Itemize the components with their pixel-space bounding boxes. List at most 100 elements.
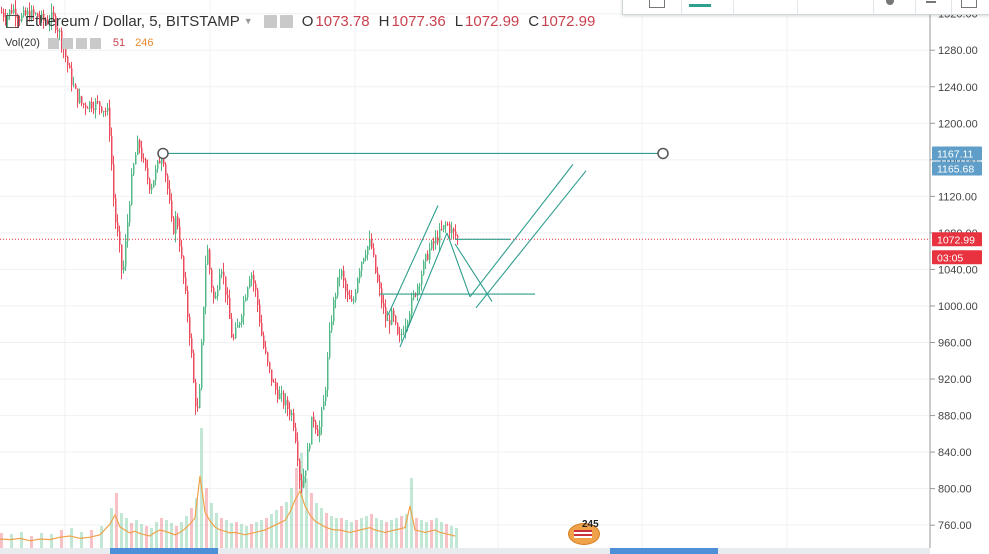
candle-body <box>141 147 143 159</box>
volume-bar <box>380 520 383 548</box>
candle-body <box>239 322 241 325</box>
symbol-legend[interactable]: Ethereum / Dollar, 5, BITSTAMP ▼ O 1073.… <box>6 10 595 32</box>
drawing-toolbar[interactable] <box>622 0 989 15</box>
candle-body <box>33 9 35 14</box>
close-icon[interactable] <box>89 37 101 49</box>
price-tick-label: 960.00 <box>938 338 972 350</box>
candle-body <box>183 256 185 278</box>
eye-icon[interactable] <box>47 37 59 49</box>
drawing-tools-icon[interactable] <box>649 0 665 8</box>
settings-icon[interactable] <box>61 37 73 49</box>
candle-body <box>61 30 63 48</box>
price-tick-label: 1120.00 <box>938 191 977 203</box>
volume-bar <box>390 520 393 548</box>
volume-value: 51 <box>112 37 126 49</box>
volume-bar <box>430 520 433 548</box>
candle-body <box>59 30 61 32</box>
candle-body <box>437 237 439 243</box>
candle-body <box>19 19 21 21</box>
candle-body <box>289 409 291 416</box>
candle-body <box>261 322 263 336</box>
volume-bar <box>230 523 233 548</box>
candle-body <box>117 222 119 232</box>
candle-body <box>57 29 59 32</box>
candle-body <box>195 382 197 407</box>
volume-bar <box>400 516 403 548</box>
high-value: 1077.36 <box>391 12 446 30</box>
volume-bar <box>220 518 223 548</box>
candle-body <box>123 266 125 271</box>
candle-body <box>185 277 187 291</box>
candle-body <box>89 101 91 109</box>
volume-bar <box>80 532 83 548</box>
candle-body <box>305 470 307 477</box>
candle-body <box>49 22 51 24</box>
candle-body <box>135 154 137 165</box>
brush-icon[interactable] <box>689 4 711 7</box>
volume-bar <box>20 532 23 548</box>
volume-bar <box>60 530 63 548</box>
candle-body <box>401 333 403 336</box>
candle-body <box>309 444 311 449</box>
candle-body <box>271 369 273 382</box>
volume-bar <box>290 488 293 548</box>
volume-bar <box>100 526 103 548</box>
candle-body <box>431 241 433 249</box>
candle-body <box>75 84 77 89</box>
candle-body <box>137 140 139 155</box>
candle-body <box>307 448 309 471</box>
price-tick-label: 1200.00 <box>938 118 978 130</box>
close-label: C <box>528 12 540 30</box>
candle-body <box>93 108 95 111</box>
us-flag-event-icon[interactable]: 245 <box>566 519 602 545</box>
volume-bar <box>435 518 438 548</box>
volume-bar <box>335 518 338 548</box>
gear-icon[interactable] <box>886 0 894 5</box>
candle-body <box>1 11 3 13</box>
volume-legend[interactable]: Vol(20) 51 246 <box>5 36 153 50</box>
price-tick-label: 920.00 <box>938 374 972 386</box>
candle-body <box>209 249 211 270</box>
settings-icon[interactable] <box>961 0 977 8</box>
candle-body <box>341 270 343 277</box>
candle-body <box>367 246 369 255</box>
candle-body <box>301 480 303 488</box>
candle-body <box>115 198 117 223</box>
eye-icon[interactable] <box>263 14 277 28</box>
chevron-down-icon[interactable]: ▼ <box>243 16 253 26</box>
candle-body <box>71 68 73 86</box>
collapse-legend-icon[interactable] <box>6 14 19 28</box>
candle-body <box>213 287 215 299</box>
candle-body <box>371 239 373 249</box>
ray-handle-start <box>157 147 169 160</box>
channel-line <box>387 205 439 316</box>
candle-body <box>319 426 321 436</box>
low-value: 1072.99 <box>465 12 520 30</box>
time-axis-highlight <box>110 548 218 554</box>
candle-body <box>23 10 25 16</box>
candle-body <box>339 276 341 278</box>
candle-body <box>425 254 427 262</box>
candle-body <box>275 382 277 390</box>
candle-body <box>357 278 359 293</box>
candle-body <box>281 392 283 394</box>
candle-body <box>171 200 173 219</box>
candle-body <box>283 392 285 406</box>
low-label: L <box>454 12 464 30</box>
volume-bar <box>385 522 388 548</box>
candle-body <box>51 11 53 23</box>
volume-label: Vol(20) <box>5 37 40 49</box>
candle-body <box>379 281 381 289</box>
candle-body <box>331 321 333 331</box>
candle-body <box>225 276 227 296</box>
settings-icon[interactable] <box>279 14 293 28</box>
add-icon[interactable] <box>75 37 87 49</box>
share-icon[interactable] <box>926 1 936 3</box>
countdown-badge: 03:05 <box>937 252 963 264</box>
trendline-drawings[interactable] <box>157 147 669 348</box>
candle-body <box>343 270 345 281</box>
candle-body <box>445 224 447 226</box>
candle-body <box>455 231 457 237</box>
